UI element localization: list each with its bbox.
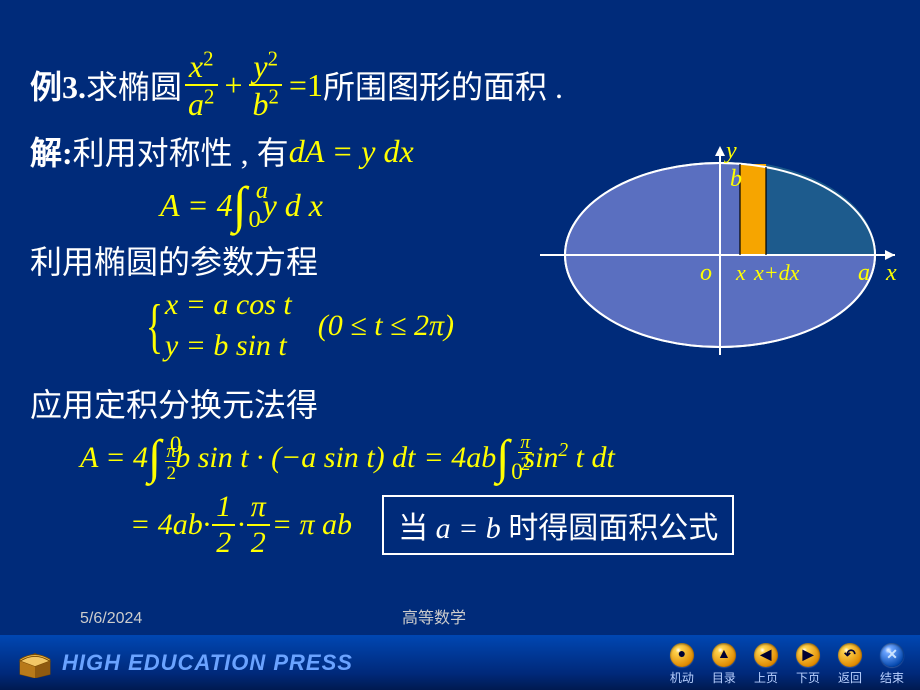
- note-box: 当 a = b 时得圆面积公式: [382, 495, 734, 555]
- x-tick-label: x: [735, 260, 746, 285]
- final-result-line: = 4ab · 12 · π2 = π ab 当 a = b 时得圆面积公式: [130, 492, 890, 558]
- press-logo: HIGH EDUCATION PRESS: [0, 648, 353, 678]
- press-name: HIGH EDUCATION PRESS: [62, 650, 353, 676]
- footer-bar: HIGH EDUCATION PRESS ●机动 ▲目录 ◀上页 ▶下页 ↶返回…: [0, 635, 920, 690]
- dA-expression: dA = y dx: [289, 133, 414, 170]
- ellipse-svg: y b o x x+dx a x: [540, 140, 900, 370]
- y-axis-label: y: [724, 140, 737, 164]
- example-text-2: 所围图形的面积 .: [323, 62, 563, 108]
- b-label: b: [730, 166, 742, 192]
- solution-text: 利用对称性 , 有: [73, 128, 289, 174]
- ellipse-equation: x2a2 + y2b2 =1: [182, 50, 323, 120]
- ellipse-diagram: y b o x x+dx a x: [540, 140, 900, 370]
- slide-subject: 高等数学: [402, 604, 466, 628]
- slide-date: 5/6/2024: [80, 610, 142, 628]
- nav-end[interactable]: ✕结束: [880, 643, 904, 686]
- substitution-intro: 应用定积分换元法得: [30, 380, 890, 426]
- xdx-tick-label: x+dx: [753, 260, 800, 285]
- origin-label: o: [700, 260, 712, 286]
- x-axis-label: x: [885, 260, 897, 286]
- nav-buttons: ●机动 ▲目录 ◀上页 ▶下页 ↶返回 ✕结束: [670, 643, 904, 686]
- example-line: 例3. 求椭圆 x2a2 + y2b2 =1 所围图形的面积 .: [30, 50, 890, 120]
- substitution-integral: A = 4 ∫ 0 π2 b sin t · (−a sin t) dt = 4…: [80, 434, 890, 482]
- slide-content: 例3. 求椭圆 x2a2 + y2b2 =1 所围图形的面积 . 解: 利用对称…: [0, 0, 920, 630]
- integral-symbol: ∫ a 0: [233, 180, 247, 231]
- solution-label: 解:: [30, 128, 73, 174]
- nav-prev[interactable]: ◀上页: [754, 643, 778, 686]
- left-brace: {: [146, 311, 163, 341]
- nav-next[interactable]: ▶下页: [796, 643, 820, 686]
- nav-back[interactable]: ↶返回: [838, 643, 862, 686]
- a-label: a: [858, 260, 870, 286]
- nav-auto[interactable]: ●机动: [670, 643, 694, 686]
- example-text-1: 求椭圆: [86, 62, 182, 108]
- chest-icon: [16, 648, 54, 678]
- example-label: 例3.: [30, 62, 86, 108]
- nav-toc[interactable]: ▲目录: [712, 643, 736, 686]
